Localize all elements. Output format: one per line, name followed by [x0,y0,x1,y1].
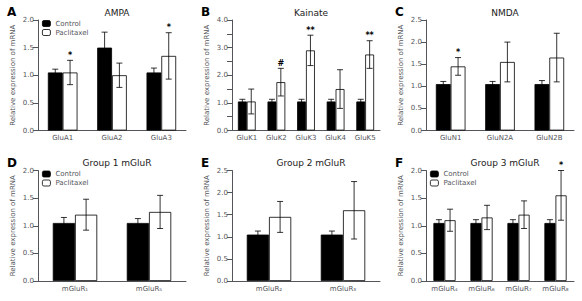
svg-text:2.0: 2.0 [217,189,228,197]
svg-text:Group 1 mGluR: Group 1 mGluR [82,158,151,168]
svg-text:1.5: 1.5 [411,194,422,202]
svg-text:mGluR₈: mGluR₈ [542,285,568,293]
svg-text:mGluR₄: mGluR₄ [431,285,457,293]
svg-text:1.0: 1.0 [217,233,228,241]
svg-text:A: A [7,5,17,19]
svg-text:GluN2A: GluN2A [487,134,513,142]
svg-text:2.5: 2.5 [411,16,422,24]
svg-text:E: E [201,156,209,170]
svg-text:2.5: 2.5 [217,167,228,175]
svg-text:Group 2 mGluR: Group 2 mGluR [276,158,345,168]
svg-text:B: B [201,5,210,19]
svg-text:Relative expression of mRNA: Relative expression of mRNA [9,24,17,125]
svg-text:mGluR₁: mGluR₁ [62,285,88,293]
svg-text:mGluR₇: mGluR₇ [505,285,531,293]
svg-text:2.0: 2.0 [23,167,34,175]
svg-text:Relative expression of mRNA: Relative expression of mRNA [397,24,405,125]
svg-text:*: * [68,51,73,60]
svg-text:1.0: 1.0 [23,71,34,79]
svg-text:GluK2: GluK2 [266,134,287,142]
svg-text:GluA2: GluA2 [101,134,122,142]
svg-text:mGluR₆: mGluR₆ [468,285,494,293]
svg-text:GluN1: GluN1 [440,134,462,142]
svg-text:2.0: 2.0 [411,167,422,175]
svg-text:*: * [559,161,564,170]
svg-text:*: * [456,48,461,57]
svg-text:2.0: 2.0 [411,38,422,46]
svg-text:0.0: 0.0 [23,277,34,285]
svg-text:0.0: 0.0 [411,127,422,135]
svg-text:F: F [395,156,403,170]
svg-text:GluK5: GluK5 [355,134,376,142]
svg-text:GluN2B: GluN2B [536,134,562,142]
svg-text:Paclitaxel: Paclitaxel [443,179,476,187]
svg-text:mGluR₂: mGluR₂ [256,285,282,293]
svg-text:0.5: 0.5 [217,255,228,263]
svg-text:2.0: 2.0 [23,16,34,24]
svg-text:Relative expression of mRNA: Relative expression of mRNA [203,175,211,276]
svg-text:Control: Control [55,170,80,178]
svg-text:GluA1: GluA1 [52,134,73,142]
svg-text:2.0: 2.0 [217,71,228,79]
svg-text:Relative expression of mRNA: Relative expression of mRNA [397,175,405,276]
svg-text:Control: Control [55,20,80,28]
svg-text:**: ** [365,31,374,40]
svg-text:Relative expression of mRNA: Relative expression of mRNA [9,175,17,276]
svg-text:0.0: 0.0 [217,277,228,285]
svg-text:Paclitaxel: Paclitaxel [55,29,88,37]
svg-text:GluA3: GluA3 [151,134,172,142]
svg-text:1.5: 1.5 [217,211,228,219]
svg-text:Control: Control [443,170,468,178]
svg-text:GluK1: GluK1 [236,134,257,142]
svg-text:C: C [395,5,404,19]
svg-text:GluK3: GluK3 [296,134,317,142]
svg-text:NMDA: NMDA [491,8,519,18]
svg-text:Paclitaxel: Paclitaxel [55,179,88,187]
svg-text:0.5: 0.5 [23,249,34,257]
svg-text:1.5: 1.5 [23,44,34,52]
svg-text:0.0: 0.0 [411,277,422,285]
svg-text:AMPA: AMPA [105,8,131,18]
svg-text:Relative expression of mRNA: Relative expression of mRNA [203,24,211,125]
svg-text:1.0: 1.0 [411,82,422,90]
svg-text:1.0: 1.0 [411,222,422,230]
svg-text:#: # [277,59,284,68]
svg-text:mGluR₅: mGluR₅ [136,285,162,293]
svg-text:GluK4: GluK4 [325,134,346,142]
svg-text:1.5: 1.5 [23,194,34,202]
svg-text:*: * [167,23,172,32]
svg-text:0.5: 0.5 [411,104,422,112]
svg-text:Kainate: Kainate [294,8,329,18]
svg-text:1.0: 1.0 [23,222,34,230]
svg-text:0.0: 0.0 [23,127,34,135]
svg-text:1.0: 1.0 [217,99,228,107]
svg-text:0.0: 0.0 [217,127,228,135]
svg-text:**: ** [306,26,315,35]
svg-text:D: D [7,156,17,170]
svg-text:3.0: 3.0 [217,44,228,52]
svg-text:0.5: 0.5 [411,249,422,257]
svg-text:Group 3 mGluR: Group 3 mGluR [470,158,539,168]
svg-text:mGluR₃: mGluR₃ [330,285,356,293]
svg-text:1.5: 1.5 [411,60,422,68]
svg-text:4.0: 4.0 [217,16,228,24]
svg-text:0.5: 0.5 [23,99,34,107]
